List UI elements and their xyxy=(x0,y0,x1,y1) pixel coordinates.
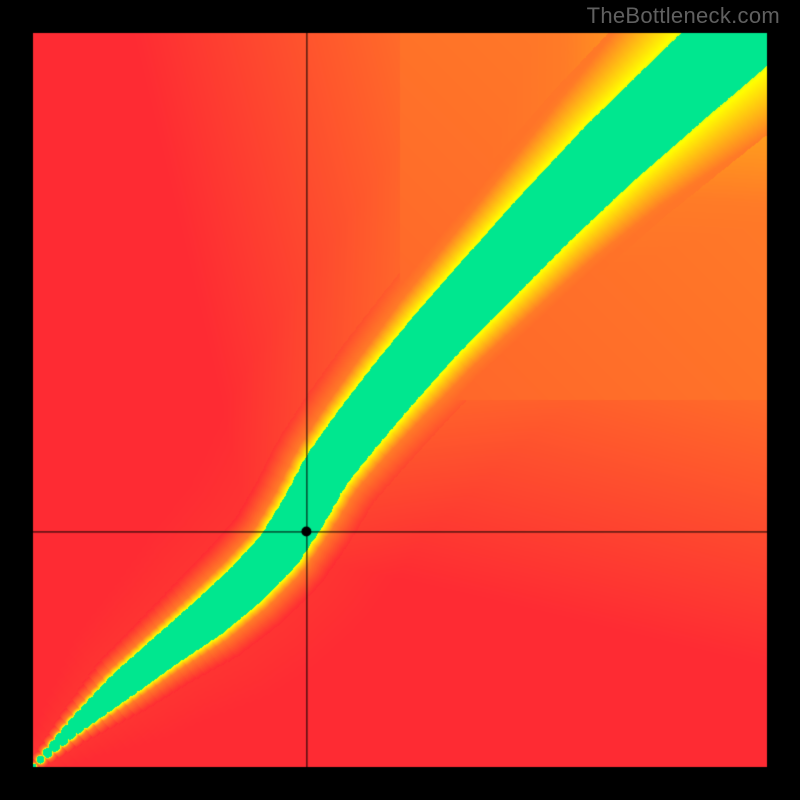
watermark-text: TheBottleneck.com xyxy=(587,3,780,29)
bottleneck-heatmap xyxy=(0,0,800,800)
